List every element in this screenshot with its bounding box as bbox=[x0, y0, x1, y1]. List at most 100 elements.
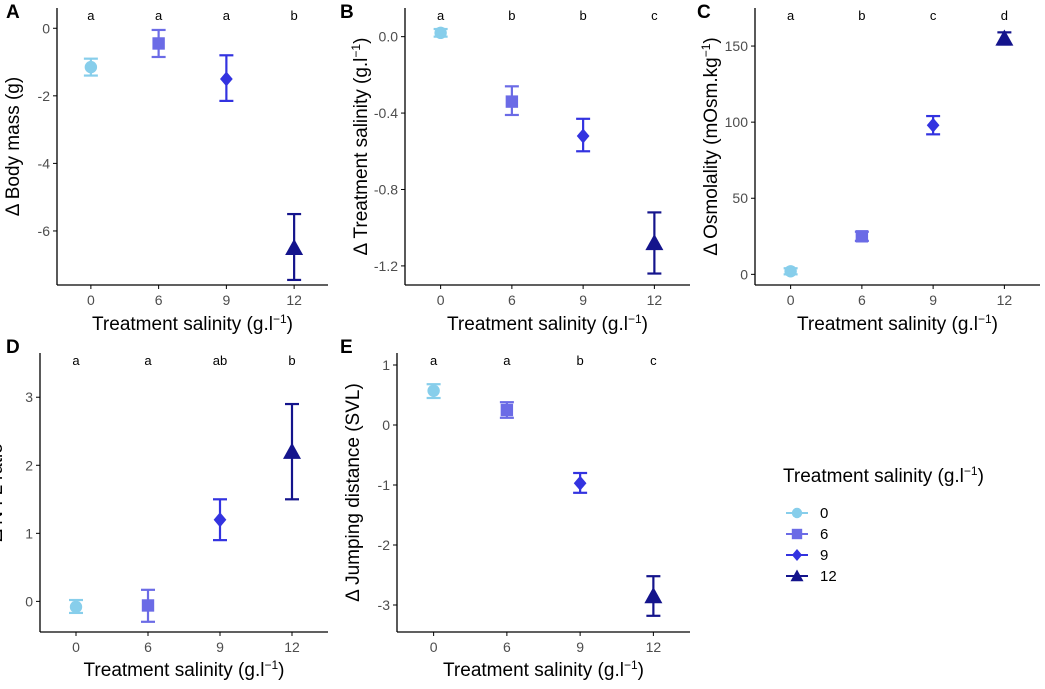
x-tick-label: 6 bbox=[144, 639, 152, 655]
x-tick-label: 0 bbox=[72, 639, 80, 655]
x-tick-label: 9 bbox=[576, 639, 584, 655]
significance-letter: b bbox=[508, 8, 515, 23]
y-tick-label: -0.8 bbox=[374, 181, 398, 197]
data-point bbox=[784, 265, 797, 278]
y-tick-label: 150 bbox=[725, 38, 749, 54]
panel-A: A 0 -2 -4 -6 0 6 9 12 Treatment salinity (g.l−1) Δ… bbox=[3, 2, 328, 335]
x-axis-title: Treatment salinity (g.l−1) bbox=[797, 312, 998, 335]
legend-label: 0 bbox=[820, 505, 828, 522]
data-point bbox=[283, 442, 301, 459]
y-tick-label: 0 bbox=[42, 20, 50, 36]
x-axis-title: Treatment salinity (g.l−1) bbox=[92, 312, 293, 335]
y-tick-label: 0.0 bbox=[379, 29, 399, 45]
panel-B: B 0.0 -0.4 -0.8 -1.2 0 6 9 12 Treatment salinity … bbox=[340, 2, 690, 335]
y-axis-title: Δ Osmolality (mOsm.kg−1) bbox=[699, 37, 722, 256]
x-tick-label: 12 bbox=[997, 292, 1013, 308]
significance-letter: c bbox=[650, 353, 657, 368]
significance-letter: a bbox=[144, 353, 152, 368]
data-point bbox=[427, 384, 440, 397]
significance-letter: a bbox=[430, 353, 438, 368]
significance-letter: a bbox=[787, 8, 795, 23]
panel-letter: B bbox=[340, 2, 354, 23]
legend-key-symbol bbox=[791, 507, 803, 519]
significance-letter: a bbox=[223, 8, 231, 23]
legend-label: 12 bbox=[820, 568, 837, 585]
significance-letter: d bbox=[1001, 8, 1008, 23]
data-point bbox=[141, 599, 155, 612]
legend-key-symbol bbox=[791, 549, 803, 561]
y-tick-label: 50 bbox=[732, 190, 748, 206]
data-point bbox=[500, 403, 514, 417]
y-tick-label: 1 bbox=[25, 525, 33, 541]
data-point bbox=[434, 26, 447, 40]
y-axis-title: Δ N : L ratio bbox=[0, 443, 7, 542]
significance-letter: b bbox=[858, 8, 865, 23]
y-tick-label: 0 bbox=[382, 417, 390, 433]
y-tick-label: -1.2 bbox=[374, 258, 398, 274]
legend-title: Treatment salinity (g.l−1) bbox=[783, 464, 984, 487]
legend-item: 9 bbox=[786, 547, 828, 564]
y-tick-label: -1 bbox=[378, 477, 391, 493]
data-point bbox=[69, 600, 83, 614]
x-tick-label: 9 bbox=[216, 639, 224, 655]
x-axis-title: Treatment salinity (g.l−1) bbox=[84, 658, 285, 681]
significance-letter: c bbox=[930, 8, 937, 23]
data-point bbox=[995, 29, 1014, 46]
y-tick-label: -3 bbox=[378, 597, 391, 613]
y-tick-label: -0.4 bbox=[374, 105, 398, 121]
x-tick-label: 0 bbox=[787, 292, 795, 308]
x-tick-label: 6 bbox=[503, 639, 511, 655]
significance-letter: a bbox=[503, 353, 511, 368]
legend-item: 0 bbox=[786, 505, 828, 522]
y-axis-title: Δ Body mass (g) bbox=[3, 77, 24, 216]
legend-label: 9 bbox=[820, 547, 828, 564]
panel-letter: D bbox=[6, 337, 20, 358]
data-point bbox=[220, 71, 233, 87]
y-axis-title: Δ Treatment salinity (g.l−1) bbox=[349, 38, 372, 256]
y-tick-label: -2 bbox=[38, 88, 51, 104]
significance-letter: c bbox=[651, 8, 658, 23]
data-point bbox=[573, 475, 587, 491]
data-point bbox=[576, 128, 590, 144]
x-tick-label: 9 bbox=[222, 292, 230, 308]
significance-letter: a bbox=[72, 353, 80, 368]
legend-key-symbol bbox=[791, 528, 803, 540]
legend-item: 6 bbox=[786, 526, 828, 543]
panel-letter: A bbox=[6, 2, 20, 23]
x-tick-label: 0 bbox=[87, 292, 95, 308]
significance-letter: b bbox=[580, 8, 587, 23]
y-tick-label: -2 bbox=[378, 537, 391, 553]
x-tick-label: 12 bbox=[647, 292, 663, 308]
significance-letter: a bbox=[437, 8, 445, 23]
significance-letter: a bbox=[155, 8, 163, 23]
x-tick-label: 6 bbox=[155, 292, 163, 308]
y-tick-label: 3 bbox=[25, 389, 33, 405]
y-tick-label: -4 bbox=[38, 155, 51, 171]
y-tick-label: 2 bbox=[25, 457, 33, 473]
significance-letter: a bbox=[87, 8, 95, 23]
data-point bbox=[505, 95, 519, 108]
legend-item: 12 bbox=[786, 568, 837, 585]
x-tick-label: 12 bbox=[646, 639, 662, 655]
significance-letter: b bbox=[291, 8, 298, 23]
y-tick-label: 100 bbox=[725, 114, 749, 130]
y-tick-label: 0 bbox=[740, 266, 748, 282]
x-tick-label: 12 bbox=[284, 639, 300, 655]
panel-C: C 0 50 100 150 0 6 9 12 Treatment salinity (g.l−1… bbox=[697, 2, 1040, 335]
data-point bbox=[84, 60, 98, 74]
x-tick-label: 6 bbox=[508, 292, 516, 308]
x-tick-label: 0 bbox=[430, 639, 438, 655]
data-point bbox=[644, 587, 663, 604]
data-point bbox=[213, 512, 227, 528]
data-point bbox=[285, 238, 304, 256]
x-tick-label: 6 bbox=[858, 292, 866, 308]
y-tick-label: -6 bbox=[38, 223, 51, 239]
x-tick-label: 12 bbox=[286, 292, 302, 308]
y-axis-title: Δ Jumping distance (SVL) bbox=[343, 383, 364, 602]
data-point bbox=[855, 230, 869, 243]
significance-letter: ab bbox=[213, 353, 227, 368]
x-tick-label: 0 bbox=[437, 292, 445, 308]
data-point bbox=[645, 233, 664, 251]
